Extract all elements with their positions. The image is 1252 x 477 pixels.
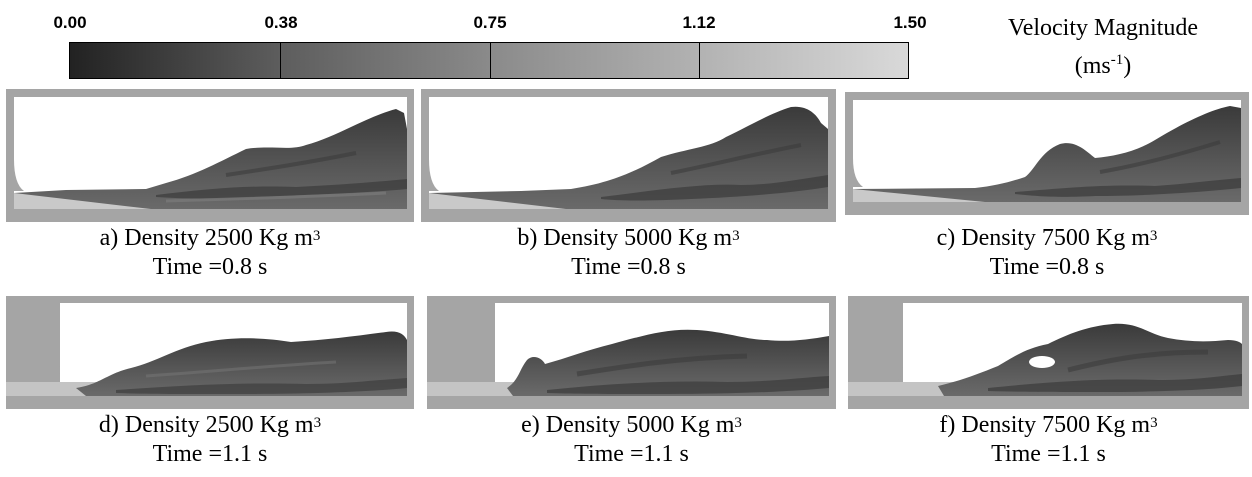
panel-d-label: d) Density 2500 Kg m — [98, 412, 314, 438]
simulation-panel-c — [845, 92, 1249, 215]
colorbar-unit: (ms-1) — [1074, 52, 1132, 79]
simulation-panel-e — [427, 296, 836, 409]
panel-a-label: a) Density 2500 Kg m — [99, 225, 313, 251]
colorbar-divider — [280, 43, 281, 78]
panel-e-label: e) Density 5000 Kg m — [521, 412, 735, 438]
colorbar-title-text: Velocity Magnitude — [1008, 15, 1198, 41]
colorbar-divider — [490, 43, 491, 78]
panel-c-caption: c) Density 7500 Kg m3 Time =0.8 s — [845, 224, 1249, 282]
panel-b-time: Time =0.8 s — [571, 254, 686, 280]
colorbar-tick-2: 0.75 — [473, 13, 507, 32]
simulation-panel-f — [848, 296, 1249, 409]
panel-f-time: Time =1.1 s — [991, 441, 1106, 467]
colorbar-title: Velocity Magnitude (ms-1) — [958, 12, 1248, 82]
panel-a-caption: a) Density 2500 Kg m3 Time =0.8 s — [6, 224, 414, 282]
panel-f-caption: f) Density 7500 Kg m3 Time =1.1 s — [848, 411, 1249, 469]
panel-b-label: b) Density 5000 Kg m — [517, 225, 733, 251]
colorbar-tick-3: 1.12 — [682, 13, 716, 32]
colorbar-tick-4: 1.50 — [893, 13, 927, 32]
colorbar-tick-1: 0.38 — [264, 13, 298, 32]
panel-d-time: Time =1.1 s — [152, 441, 268, 467]
simulation-panel-a — [6, 89, 414, 222]
panel-e-caption: e) Density 5000 Kg m3 Time =1.1 s — [427, 411, 836, 469]
velocity-colorbar — [69, 42, 909, 79]
panel-f-label: f) Density 7500 Kg m — [939, 412, 1151, 438]
panel-c-label: c) Density 7500 Kg m — [936, 225, 1150, 251]
simulation-panel-d — [6, 296, 414, 409]
panel-c-time: Time =0.8 s — [989, 254, 1105, 280]
panel-a-time: Time =0.8 s — [152, 254, 268, 280]
panel-e-time: Time =1.1 s — [574, 441, 689, 467]
panel-b-caption: b) Density 5000 Kg m3 Time =0.8 s — [421, 224, 836, 282]
colorbar-divider — [699, 43, 700, 78]
simulation-panel-b — [421, 89, 836, 222]
panel-d-caption: d) Density 2500 Kg m3 Time =1.1 s — [6, 411, 414, 469]
colorbar-tick-0: 0.00 — [53, 13, 87, 32]
